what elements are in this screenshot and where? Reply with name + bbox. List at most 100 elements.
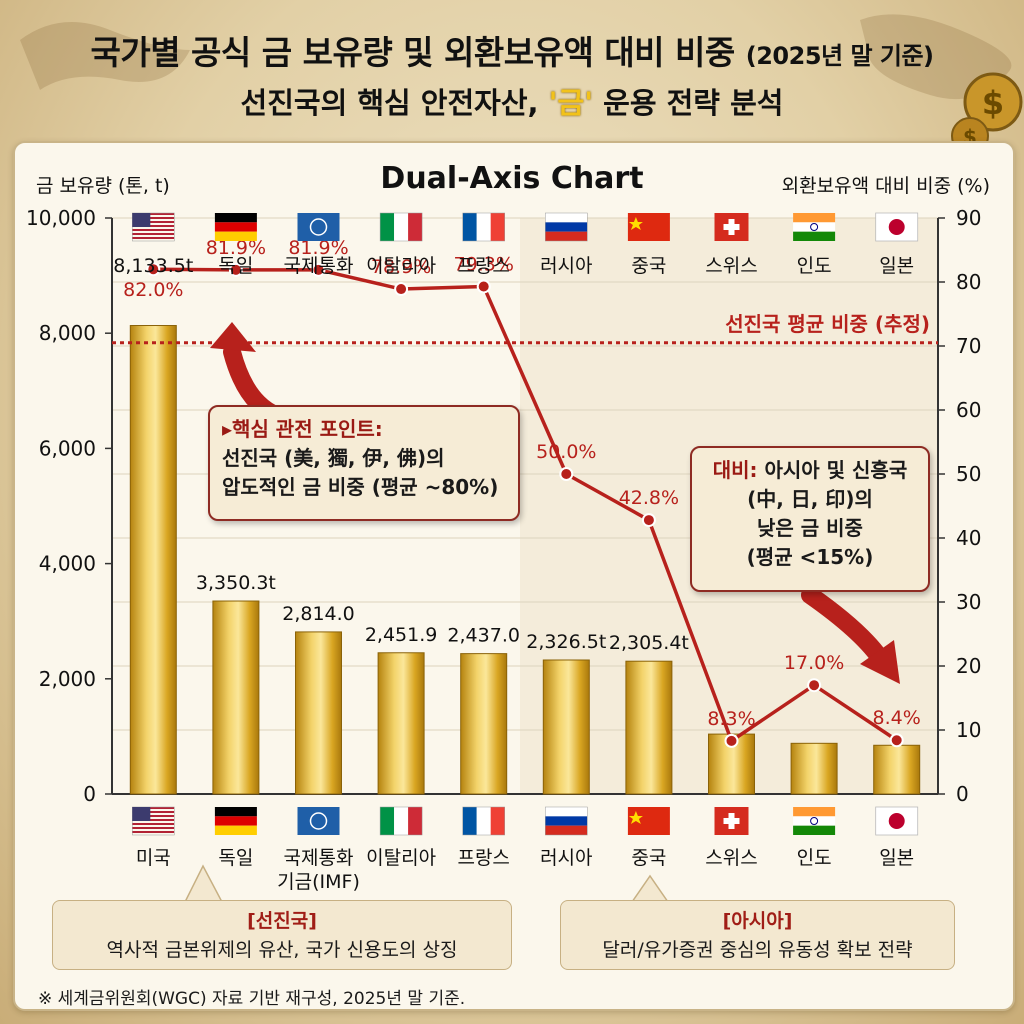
top-category-label: 러시아 xyxy=(540,255,592,277)
category-label: 기금(IMF) xyxy=(277,871,360,893)
us-flag-icon xyxy=(132,212,175,242)
flag-stripe xyxy=(132,225,175,227)
advanced-nations-text: 역사적 금본위제의 유산, 국가 신용도의 상징 xyxy=(106,939,458,961)
key-point-heading: ▸핵심 관전 포인트: xyxy=(222,417,383,441)
percentage-line xyxy=(153,267,898,743)
flag-stripe xyxy=(132,827,175,829)
flag-band xyxy=(793,222,836,232)
flag-band xyxy=(214,222,257,232)
france-flag-icon xyxy=(462,806,505,836)
category-label: 인도 xyxy=(797,847,832,869)
flag-border xyxy=(462,806,505,836)
contrast-line-1: 아시아 및 신흥국 xyxy=(757,458,908,482)
switzerland-flag-icon xyxy=(714,807,749,835)
flag-border xyxy=(379,806,423,836)
line-point xyxy=(641,513,656,528)
asia-text: 달러/유가증권 중심의 유동성 확보 전략 xyxy=(602,939,913,961)
source-footnote: ※ 세계금위원회(WGC) 자료 기반 재구성, 2025년 말 기준. xyxy=(38,989,466,1009)
line-point xyxy=(889,733,904,748)
category-label: 중국 xyxy=(631,847,666,869)
italy-flag-icon xyxy=(379,806,423,836)
bar xyxy=(212,600,260,795)
flag-star xyxy=(628,217,643,230)
flag-band xyxy=(408,213,423,241)
line-point xyxy=(394,282,409,297)
flag-band xyxy=(490,807,505,835)
page-title-date: (2025년 말 기준) xyxy=(745,42,934,70)
line-value-label: 8.3% xyxy=(707,708,755,730)
contrast-callout: 대비: 아시아 및 신흥국 (中, 日, 印)의 낮은 금 비중 (평균 <15… xyxy=(690,446,930,592)
bar-value-label: 2,305.4t xyxy=(609,632,689,654)
flag-star xyxy=(628,811,643,824)
flag-stripe xyxy=(132,815,175,817)
flag-band xyxy=(380,213,395,241)
line-value-label: 78.9% xyxy=(371,256,431,278)
category-label: 일본 xyxy=(879,847,914,869)
bar xyxy=(295,631,342,795)
flag-band xyxy=(545,231,588,241)
line-value-label: 17.0% xyxy=(784,652,844,674)
top-category-label: 스위스 xyxy=(705,255,757,277)
japan-flag-icon xyxy=(875,806,919,836)
bar xyxy=(873,744,921,795)
line-value-label: 42.8% xyxy=(619,487,679,509)
right-tick-label: 60 xyxy=(956,398,981,422)
top-category-label: 독일 xyxy=(218,255,253,277)
line-point xyxy=(146,262,161,277)
key-point-callout: ▸핵심 관전 포인트: 선진국 (美, 獨, 伊, 佛)의 압도적인 금 비중 … xyxy=(208,405,520,521)
flag-band xyxy=(545,807,588,817)
left-tick-label: 8,000 xyxy=(39,321,96,345)
page-title: 국가별 공식 금 보유량 및 외환보유액 대비 비중 (2025년 말 기준) xyxy=(90,33,934,72)
left-tick-label: 2,000 xyxy=(39,667,96,691)
line-point xyxy=(228,262,243,277)
flag-band xyxy=(545,222,588,232)
line-point xyxy=(724,733,739,748)
page-subtitle: 선진국의 핵심 안전자산, '금' 운용 전략 분석 xyxy=(240,86,784,120)
top-category-label: 8,133.5t xyxy=(113,255,193,277)
line-value-label: 79.3% xyxy=(454,253,514,275)
flag-band xyxy=(545,816,588,826)
flag-stripe xyxy=(132,811,175,813)
category-label: 스위스 xyxy=(705,847,757,869)
flag-band xyxy=(793,807,836,817)
flag-band xyxy=(380,807,395,835)
line-point xyxy=(476,279,491,294)
bar-value-label: 2,814.0 xyxy=(282,603,355,625)
bar xyxy=(377,652,425,795)
right-tick-label: 90 xyxy=(956,206,981,230)
bar-value-label: 2,451.9 xyxy=(365,624,438,646)
contrast-arrow xyxy=(801,586,889,667)
germany-flag-icon xyxy=(214,807,257,835)
emblem-ring xyxy=(309,812,328,830)
contrast-line-2: (中, 日, 印)의 xyxy=(747,487,873,511)
russia-flag-icon xyxy=(545,212,588,242)
flag-stripe xyxy=(132,807,175,809)
flag-band xyxy=(462,213,477,241)
switzerland-flag-icon xyxy=(714,213,749,241)
advanced-nations-tag: [선진국] xyxy=(247,910,317,932)
category-label: 국제통화 xyxy=(284,847,354,869)
contrast-line-4: (평균 <15%) xyxy=(746,545,874,569)
flag-chakra xyxy=(810,817,819,825)
india-flag-icon xyxy=(793,807,836,835)
category-label: 이탈리아 xyxy=(366,847,436,869)
germany-flag-icon xyxy=(214,213,257,241)
top-category-label: 중국 xyxy=(631,255,666,277)
flag-field xyxy=(297,213,340,241)
flag-field xyxy=(297,807,340,835)
flag-band xyxy=(793,825,836,835)
contrast-line-3: 낮은 금 비중 xyxy=(757,516,863,540)
right-tick-label: 40 xyxy=(956,526,981,550)
asia-note: [아시아] 달러/유가증권 중심의 유동성 확보 전략 xyxy=(560,900,955,970)
flag-band xyxy=(214,816,257,826)
flag-band xyxy=(214,213,257,223)
flag-cross xyxy=(723,224,740,230)
category-label: 프랑스 xyxy=(457,847,509,869)
flag-band xyxy=(545,825,588,835)
advanced-nations-note: [선진국] 역사적 금본위제의 유산, 국가 신용도의 상징 xyxy=(52,900,512,970)
top-category-label: 국제통화 xyxy=(284,255,354,277)
gold-highlight: '금' xyxy=(548,86,594,120)
flag-band xyxy=(214,807,257,817)
right-tick-label: 30 xyxy=(956,590,981,614)
flag-stripe xyxy=(132,213,175,215)
